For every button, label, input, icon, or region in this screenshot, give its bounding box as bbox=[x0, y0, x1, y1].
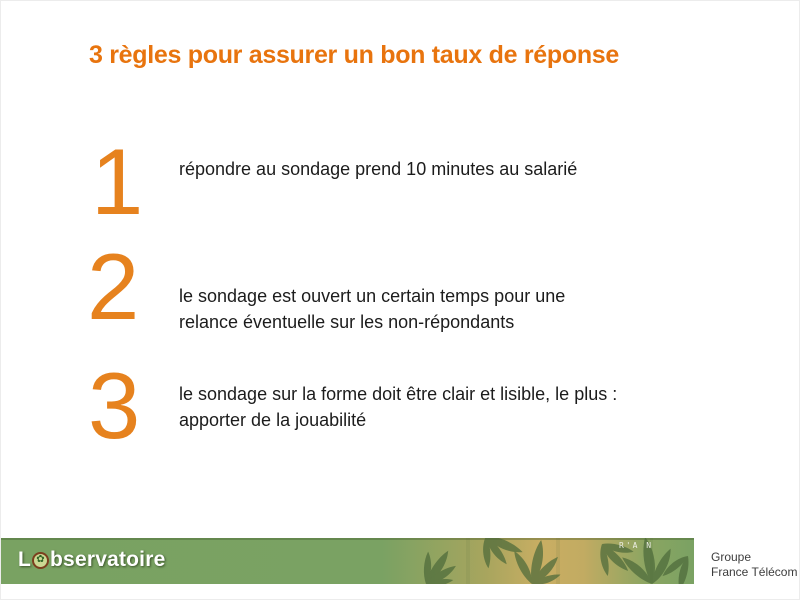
rule-2-text: le sondage est ouvert un certain temps p… bbox=[179, 283, 689, 335]
footer-banner: L ✿ bservatoire R'A N bbox=[1, 538, 694, 584]
rule-1-number: 1 bbox=[89, 129, 144, 234]
rule-3-line-2: apporter de la jouabilité bbox=[179, 410, 367, 430]
logo-suffix: bservatoire bbox=[50, 548, 166, 571]
slide-title: 3 règles pour assurer un bon taux de rép… bbox=[89, 41, 620, 69]
footer-signature-text: R'A N bbox=[619, 541, 654, 550]
bamboo-leaves-pattern-icon bbox=[417, 538, 694, 584]
rule-1-text: répondre au sondage prend 10 minutes au … bbox=[179, 156, 689, 182]
company-line-2: France Télécom bbox=[711, 565, 798, 579]
observatoire-rosette-icon: ✿ bbox=[32, 551, 50, 569]
rule-3-number: 3 bbox=[86, 353, 141, 458]
observatoire-logo: L ✿ bservatoire bbox=[18, 548, 165, 572]
rule-3-text: le sondage sur la forme doit être clair … bbox=[179, 381, 689, 433]
rule-1-line-1: répondre au sondage prend 10 minutes au … bbox=[179, 159, 578, 179]
rule-3-line-1: le sondage sur la forme doit être clair … bbox=[179, 384, 618, 404]
rule-2-line-1: le sondage est ouvert un certain temps p… bbox=[179, 286, 566, 306]
rule-2-line-2: relance éventuelle sur les non-répondant… bbox=[179, 312, 515, 332]
logo-prefix: L bbox=[18, 548, 32, 571]
rule-2-number: 2 bbox=[85, 234, 140, 339]
company-name: Groupe France Télécom bbox=[711, 550, 797, 580]
company-line-1: Groupe bbox=[711, 550, 752, 564]
